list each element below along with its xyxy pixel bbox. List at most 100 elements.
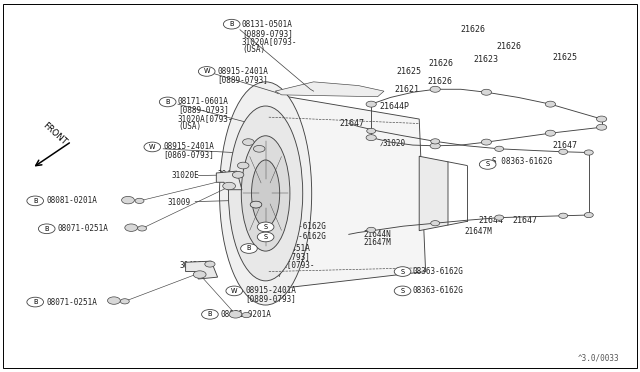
Polygon shape [275,82,384,97]
Circle shape [584,212,593,218]
Circle shape [545,101,556,107]
Circle shape [241,244,257,253]
Text: 08081-0201A: 08081-0201A [46,196,97,205]
Text: 21626: 21626 [428,77,452,86]
Circle shape [233,172,243,178]
Text: 21623: 21623 [474,55,499,64]
Text: 08071-0251A: 08071-0251A [46,298,97,307]
Circle shape [495,146,504,151]
Text: 30429X: 30429X [218,170,245,179]
Circle shape [202,310,218,319]
Text: [0889-0793]: [0889-0793] [242,29,292,38]
Circle shape [250,201,262,208]
Circle shape [257,222,274,232]
Circle shape [159,97,176,107]
Text: 08131-0501A: 08131-0501A [242,20,292,29]
Circle shape [366,135,376,141]
Text: 21644P: 21644P [380,102,410,110]
Circle shape [430,143,440,149]
Circle shape [545,130,556,136]
Circle shape [559,149,568,154]
Circle shape [138,226,147,231]
Circle shape [198,67,215,76]
Circle shape [125,224,138,231]
Text: ^3.0/0033: ^3.0/0033 [578,354,620,363]
Ellipse shape [220,82,312,305]
Circle shape [205,261,215,267]
Polygon shape [186,261,218,279]
Polygon shape [419,156,448,231]
Text: S: S [401,269,404,275]
Text: W: W [204,68,210,74]
Text: 21647: 21647 [512,216,537,225]
Text: [0889-0793]: [0889-0793] [218,75,268,84]
Circle shape [38,224,55,234]
Circle shape [232,171,244,178]
Text: B: B [33,299,38,305]
Text: 31020: 31020 [383,139,406,148]
Circle shape [122,196,134,204]
Circle shape [223,182,236,190]
Text: B: B [229,21,234,27]
Text: W: W [231,288,237,294]
Circle shape [135,198,144,203]
Text: [0889-0793]: [0889-0793] [178,106,228,115]
Circle shape [250,201,262,208]
Text: 21626: 21626 [429,59,454,68]
Circle shape [394,267,411,276]
Text: 08915-2401A: 08915-2401A [163,142,214,151]
Text: 21647M: 21647M [364,238,391,247]
Text: 21625: 21625 [397,67,422,76]
Ellipse shape [241,136,290,251]
Polygon shape [266,93,426,290]
Text: 21644: 21644 [479,216,504,225]
Text: 31020A[0793-: 31020A[0793- [259,260,315,269]
Text: [0869-0793]: [0869-0793] [163,151,214,160]
Text: 08363-6162G: 08363-6162G [413,267,463,276]
Text: 08363-6162G: 08363-6162G [275,232,326,241]
Text: S: S [401,288,404,294]
Circle shape [596,124,607,130]
Text: S 08363-6162G: S 08363-6162G [492,157,552,166]
Text: 21626: 21626 [461,25,486,34]
Text: B: B [165,99,170,105]
Circle shape [430,86,440,92]
Text: 21644N: 21644N [364,230,391,239]
Text: (USA): (USA) [259,269,282,278]
Circle shape [229,311,242,318]
Circle shape [481,89,492,95]
Circle shape [431,139,440,144]
Circle shape [394,286,411,296]
Text: (USA): (USA) [242,45,265,54]
Text: B: B [33,198,38,204]
Circle shape [223,19,240,29]
Text: 08363-6162G: 08363-6162G [413,286,463,295]
Text: 21647: 21647 [339,119,364,128]
Circle shape [27,297,44,307]
Circle shape [108,297,120,304]
Circle shape [226,286,243,296]
Circle shape [193,271,206,278]
Circle shape [144,142,161,152]
Text: 21621: 21621 [395,85,420,94]
Text: (USA): (USA) [178,122,201,131]
Circle shape [481,139,492,145]
Text: B: B [207,311,212,317]
Circle shape [559,213,568,218]
Circle shape [584,150,593,155]
Text: 21647M: 21647M [465,227,492,236]
Circle shape [366,101,376,107]
Circle shape [242,312,251,318]
Polygon shape [216,171,242,190]
Text: 08081-0201A: 08081-0201A [221,310,271,319]
Circle shape [253,145,265,152]
Circle shape [257,232,274,242]
Text: [0889-0793]: [0889-0793] [259,252,310,261]
Circle shape [479,160,496,169]
Text: B: B [246,246,252,251]
Text: 31020A[0793-: 31020A[0793- [242,37,298,46]
Ellipse shape [252,160,280,227]
Ellipse shape [228,106,303,281]
Text: 31020A[0793-: 31020A[0793- [178,114,234,123]
Text: B: B [44,226,49,232]
